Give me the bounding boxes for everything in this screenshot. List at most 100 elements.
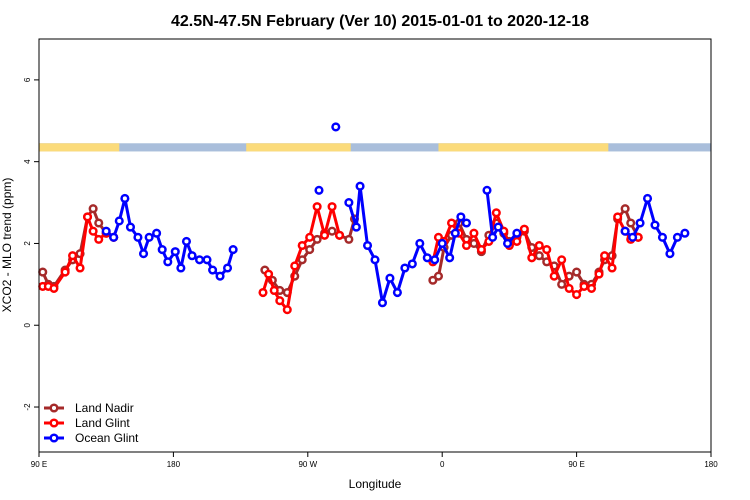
data-point: [450, 228, 460, 238]
data-point: [527, 253, 537, 263]
legend-label: Land Glint: [75, 416, 130, 430]
legend-label: Ocean Glint: [75, 431, 139, 445]
data-point: [370, 255, 380, 265]
data-point: [446, 218, 457, 228]
data-point: [476, 245, 486, 255]
data-point: [564, 283, 574, 293]
data-point: [290, 261, 300, 271]
data-point: [331, 122, 341, 132]
data-point: [94, 234, 104, 244]
data-point: [82, 212, 93, 222]
data-point: [264, 269, 274, 279]
data-point: [502, 238, 513, 249]
data-point: [327, 202, 337, 212]
y-tick-label: -2: [23, 403, 32, 411]
data-point: [665, 249, 675, 259]
data-point: [312, 202, 322, 212]
data-point: [400, 263, 410, 273]
data-point: [101, 226, 111, 236]
data-point: [628, 232, 638, 242]
data-point: [433, 232, 444, 242]
series-layer: [38, 122, 690, 315]
data-point: [68, 251, 78, 261]
legend-marker: [49, 433, 59, 443]
data-point: [456, 212, 466, 222]
data-point: [572, 267, 582, 277]
data-point: [305, 232, 315, 242]
data-point: [620, 204, 630, 214]
data-point: [600, 251, 610, 261]
data-point: [542, 245, 552, 255]
x-axis-label: Longitude: [349, 477, 402, 491]
data-point: [344, 198, 354, 208]
y-axis: -2 0 2 4 6: [23, 77, 39, 411]
data-point: [445, 253, 455, 263]
data-point: [60, 267, 70, 277]
data-point: [275, 296, 285, 306]
legend-marker: [49, 418, 59, 428]
y-tick-label: 2: [23, 241, 32, 246]
data-point: [385, 273, 395, 283]
data-point: [305, 245, 315, 255]
data-point: [194, 255, 205, 265]
data-point: [422, 253, 432, 263]
data-point: [650, 220, 660, 230]
data-point: [228, 245, 238, 255]
data-point: [181, 236, 192, 246]
data-point: [314, 185, 324, 195]
data-point: [202, 255, 212, 265]
series-ocean-glint: [101, 181, 690, 308]
land-strip-segment: [246, 143, 351, 152]
x-axis: 90 E 180 90 W 0 90 E 180: [31, 452, 718, 469]
data-point: [557, 255, 567, 265]
data-point: [75, 263, 85, 273]
data-point: [170, 247, 180, 257]
data-point: [607, 263, 617, 273]
plot-frame: [38, 38, 712, 453]
y-tick-label: 4: [23, 159, 32, 164]
data-point: [557, 279, 567, 289]
data-point: [297, 240, 307, 251]
data-point: [620, 226, 630, 236]
data-point: [428, 275, 438, 285]
data-point: [407, 259, 417, 269]
data-point: [258, 287, 268, 298]
data-point: [355, 181, 365, 191]
data-point: [430, 255, 440, 265]
series-line: [263, 218, 356, 294]
land-strip-segment: [438, 143, 609, 152]
data-point: [152, 228, 162, 238]
data-point: [109, 232, 119, 242]
data-point: [392, 287, 402, 298]
data-point: [163, 257, 173, 267]
x-tick-label: 180: [704, 460, 718, 469]
data-point: [613, 212, 623, 222]
data-point: [138, 249, 149, 259]
data-point: [534, 240, 544, 251]
y-axis-label: XCO2 - MLO trend (ppm): [0, 178, 14, 313]
data-point: [680, 228, 690, 238]
data-point: [222, 263, 233, 273]
data-point: [49, 283, 59, 293]
data-point: [534, 251, 544, 261]
legend-marker: [49, 403, 59, 413]
data-point: [415, 238, 425, 249]
data-point: [88, 226, 98, 236]
data-point: [334, 230, 345, 240]
data-point: [642, 193, 653, 204]
data-point: [312, 234, 322, 244]
data-point: [114, 216, 124, 226]
data-point: [572, 290, 582, 300]
data-point: [482, 185, 492, 195]
x-tick-label: 180: [167, 460, 181, 469]
data-point: [351, 222, 361, 232]
x-tick-label: 90 E: [31, 460, 47, 469]
data-point: [208, 265, 218, 275]
data-point: [469, 228, 479, 238]
data-point: [549, 271, 559, 281]
data-point: [461, 240, 472, 251]
data-point: [176, 263, 186, 273]
x-tick-label: 90 E: [568, 460, 584, 469]
